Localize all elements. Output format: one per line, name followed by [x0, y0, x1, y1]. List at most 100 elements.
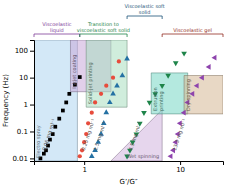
bracket-line — [80, 34, 127, 35]
region-label: Extrusionprinting — [152, 87, 165, 111]
annotations: Electro spray Inkjet coating Solid-Jet pri… — [35, 55, 192, 160]
region — [184, 76, 223, 114]
region-label-line: Wet spinning — [127, 153, 160, 160]
y-tick-mark — [30, 51, 34, 52]
region-label: Electro spray — [35, 125, 42, 158]
series-label: 1.5 mg ml⁻¹ — [92, 121, 108, 152]
point — [173, 61, 179, 66]
y-tick-label: 0.01 — [12, 155, 28, 163]
region-label: Solid-Jet printing — [87, 62, 94, 104]
series — [89, 56, 130, 158]
point — [119, 72, 125, 77]
bracket-line — [34, 34, 80, 35]
x-tick: 10 — [176, 161, 185, 174]
x-tick-label: 10 — [176, 166, 185, 174]
y-tick: 1 — [24, 101, 34, 109]
series-label: 4.5 mg ml⁻¹ — [127, 121, 143, 152]
series-group — [39, 52, 217, 161]
bracket-label-line: liquid — [50, 27, 64, 34]
point — [111, 76, 115, 80]
series-label: 13.3 mg ml⁻¹ — [171, 118, 188, 152]
point — [103, 109, 109, 114]
y-tick: 100 — [15, 47, 34, 55]
bracket-label-line: Viscoelastic gel — [173, 27, 212, 34]
y-tick-label: 1 — [24, 101, 28, 109]
y-tick-label: 0.1 — [17, 128, 28, 136]
point — [206, 64, 211, 70]
point — [78, 154, 82, 158]
y-tick-mark — [30, 131, 34, 132]
bracket-line — [162, 34, 223, 35]
x-axis-line — [35, 162, 224, 166]
bracket-label: Viscoelastic gel — [173, 27, 212, 34]
y-tick: 0.1 — [17, 128, 34, 136]
point — [110, 91, 116, 96]
point — [99, 92, 103, 96]
series-label: 0.06 mg ml⁻¹ — [41, 118, 58, 152]
y-tick-mark — [30, 158, 34, 159]
region-label-line: Dry-spinning — [185, 79, 192, 111]
y-tick-mark — [30, 105, 34, 106]
point — [194, 83, 199, 89]
point — [141, 111, 147, 116]
point — [124, 56, 130, 61]
point — [212, 55, 217, 61]
point — [199, 75, 204, 81]
y-tick: 0.01 — [12, 155, 34, 163]
point — [78, 75, 82, 79]
bracket-end — [34, 34, 35, 37]
y-tick-label: 100 — [15, 47, 28, 55]
x-tick-mark — [180, 161, 181, 165]
x-axis-title: G’/G″ — [119, 178, 137, 186]
bracket-end — [127, 16, 128, 19]
bracket-end — [162, 34, 163, 37]
bracket-label: Viscoelasticliquid — [42, 21, 72, 34]
region-label-line: Inkjet coating — [71, 55, 78, 89]
x-tick: 1 — [82, 161, 86, 174]
region-label: Inkjet coating — [71, 55, 78, 89]
region-label-line: printing — [158, 91, 165, 110]
bracket-line — [127, 16, 162, 17]
bracket-end — [127, 34, 128, 37]
point — [114, 82, 120, 87]
y-axis-line — [30, 41, 35, 162]
region — [86, 40, 127, 107]
bracket-end — [162, 16, 163, 19]
y-tick-label: 10 — [19, 74, 28, 82]
y-axis: 0.01 0.1 1 10 100 — [12, 41, 34, 164]
region-label: Dry-spinning — [185, 79, 192, 111]
bracket-label-line: solid — [139, 9, 151, 15]
point — [159, 84, 165, 89]
x-axis: 1 10 — [35, 161, 224, 174]
point — [67, 92, 71, 96]
series — [168, 55, 217, 159]
bracket-end — [79, 34, 80, 37]
point — [168, 153, 173, 159]
point — [107, 99, 113, 104]
bracket-end — [79, 34, 80, 37]
region-label: Wet spinning — [127, 153, 160, 160]
y-axis-title: Frequency (Hz) — [2, 74, 10, 127]
region — [151, 73, 187, 114]
brackets: ViscoelasticliquidTransition toviscoelas… — [34, 3, 223, 37]
chart: ViscoelasticliquidTransition toviscoelas… — [0, 0, 231, 189]
point — [181, 52, 187, 57]
plot-area — [34, 40, 223, 161]
point — [165, 74, 171, 79]
series — [78, 59, 121, 158]
point — [90, 111, 94, 115]
point — [64, 101, 68, 105]
x-tick-mark — [84, 161, 85, 165]
y-tick-mark — [30, 78, 34, 79]
point — [42, 152, 46, 156]
region — [111, 110, 162, 161]
regions — [34, 40, 223, 161]
region-label-line: Electro spray — [35, 125, 42, 158]
region-label-line: Solid-Jet printing — [87, 62, 94, 104]
x-tick-label: 1 — [82, 166, 86, 174]
bracket-label: Viscoelastic softsolid — [124, 3, 164, 15]
point — [89, 153, 95, 158]
bracket-label-line: viscoelastic soft solid — [77, 27, 130, 33]
point — [104, 84, 108, 88]
point — [117, 59, 121, 63]
